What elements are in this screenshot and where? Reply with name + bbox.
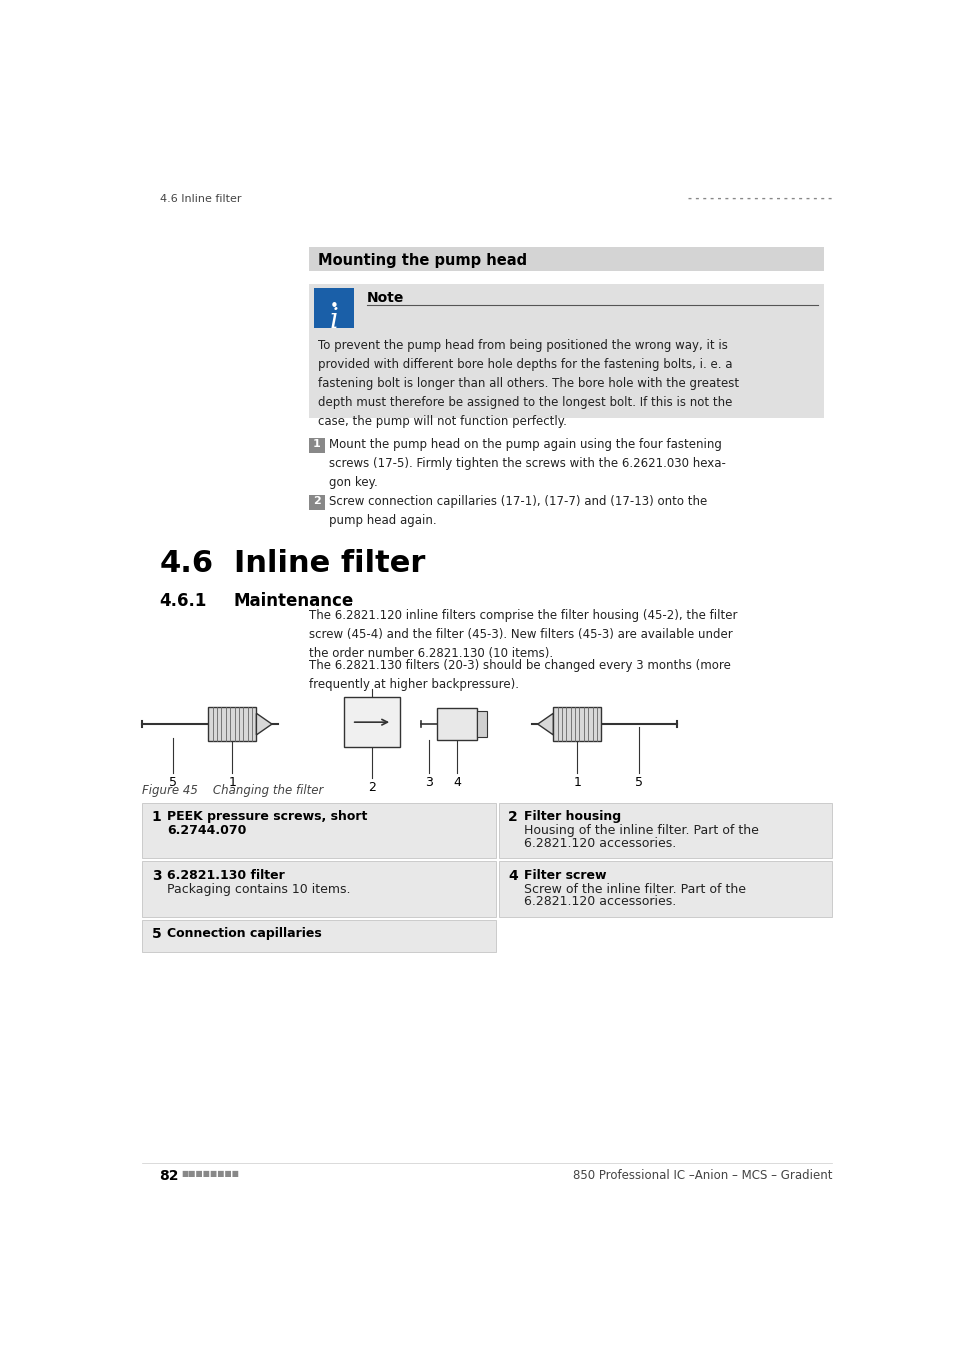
- Text: Packaging contains 10 items.: Packaging contains 10 items.: [167, 883, 351, 895]
- Bar: [314, 289, 354, 328]
- Bar: [208, 707, 256, 741]
- Bar: [309, 247, 823, 271]
- Text: 4: 4: [508, 869, 517, 883]
- Bar: [344, 697, 399, 747]
- Bar: [142, 919, 496, 952]
- Text: 1: 1: [313, 439, 320, 450]
- Text: 6.2821.120 accessories.: 6.2821.120 accessories.: [523, 895, 676, 909]
- Text: Filter screw: Filter screw: [523, 869, 606, 882]
- Text: 5: 5: [152, 927, 161, 941]
- Bar: [498, 803, 831, 859]
- Text: 6.2821.120 accessories.: 6.2821.120 accessories.: [523, 837, 676, 849]
- Polygon shape: [537, 713, 553, 734]
- Text: 4.6.1: 4.6.1: [159, 591, 207, 610]
- Text: The 6.2821.130 filters (20-3) should be changed every 3 months (more
frequently : The 6.2821.130 filters (20-3) should be …: [309, 659, 730, 691]
- Text: 4.6 Inline filter: 4.6 Inline filter: [159, 194, 241, 204]
- Text: Connection capillaries: Connection capillaries: [167, 927, 322, 941]
- Text: 2: 2: [368, 782, 375, 794]
- Text: 1: 1: [228, 776, 236, 790]
- Text: Housing of the inline filter. Part of the: Housing of the inline filter. Part of th…: [523, 825, 758, 837]
- Text: 3: 3: [425, 776, 433, 788]
- Bar: [142, 803, 496, 859]
- Text: 850 Professional IC –Anion – MCS – Gradient: 850 Professional IC –Anion – MCS – Gradi…: [572, 1169, 831, 1183]
- Text: To prevent the pump head from being positioned the wrong way, it is
provided wit: To prevent the pump head from being posi…: [318, 339, 739, 428]
- Text: ■■■■■■■■: ■■■■■■■■: [181, 1169, 239, 1179]
- Text: Filter housing: Filter housing: [523, 810, 620, 824]
- Text: i: i: [329, 306, 338, 333]
- Text: 6.2821.130 filter: 6.2821.130 filter: [167, 869, 285, 882]
- Bar: [436, 707, 476, 740]
- Bar: [553, 707, 600, 741]
- Text: Mount the pump head on the pump again using the four fastening
screws (17-5). Fi: Mount the pump head on the pump again us…: [329, 437, 725, 489]
- Text: 4.6: 4.6: [159, 549, 213, 578]
- Text: The 6.2821.120 inline filters comprise the filter housing (45-2), the filter
scr: The 6.2821.120 inline filters comprise t…: [309, 609, 737, 660]
- Text: Inline filter: Inline filter: [233, 549, 425, 578]
- Bar: [142, 861, 496, 917]
- Text: Maintenance: Maintenance: [233, 591, 354, 610]
- Text: 82: 82: [159, 1169, 179, 1183]
- Text: 3: 3: [152, 869, 161, 883]
- Bar: [309, 284, 823, 418]
- Bar: [309, 494, 324, 510]
- Text: Screw of the inline filter. Part of the: Screw of the inline filter. Part of the: [523, 883, 745, 895]
- Bar: [309, 437, 324, 454]
- Polygon shape: [256, 713, 272, 734]
- Text: 2: 2: [508, 810, 517, 825]
- Text: PEEK pressure screws, short: PEEK pressure screws, short: [167, 810, 367, 824]
- Text: •: •: [329, 300, 338, 315]
- Text: 1: 1: [152, 810, 161, 825]
- Bar: [476, 711, 486, 737]
- Bar: [498, 861, 831, 917]
- Text: Screw connection capillaries (17-1), (17-7) and (17-13) onto the
pump head again: Screw connection capillaries (17-1), (17…: [329, 494, 707, 526]
- Text: 4: 4: [453, 776, 460, 788]
- Text: 6.2744.070: 6.2744.070: [167, 825, 247, 837]
- Text: Figure 45    Changing the filter: Figure 45 Changing the filter: [142, 784, 323, 796]
- Text: Note: Note: [367, 292, 404, 305]
- Text: 5: 5: [635, 776, 642, 790]
- Text: 1: 1: [573, 776, 580, 790]
- Text: 2: 2: [313, 497, 320, 506]
- Text: Mounting the pump head: Mounting the pump head: [318, 252, 527, 267]
- Text: - - - - - - - - - - - - - - - - - - - -: - - - - - - - - - - - - - - - - - - - -: [687, 194, 831, 204]
- Text: 5: 5: [170, 776, 177, 790]
